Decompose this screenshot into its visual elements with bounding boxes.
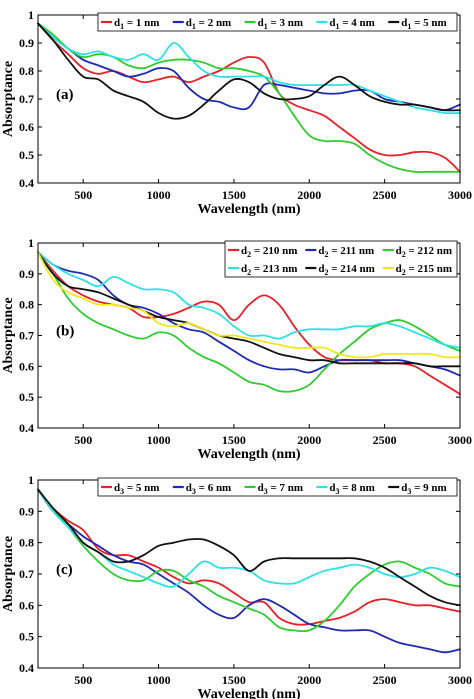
x-axis-label: Wavelength (nm): [197, 687, 300, 699]
y-tick-label: 0.6: [19, 120, 34, 134]
legend-entry: d2 = 210 nm: [241, 245, 297, 259]
x-tick-label: 1500: [222, 433, 246, 447]
legend-entry: d2 = 215 nm: [396, 263, 452, 277]
series-line-1-4: [37, 22, 461, 115]
x-tick-label: 500: [74, 673, 92, 687]
series-line-3-1: [37, 488, 461, 626]
legend-entry: d2 = 214 nm: [318, 263, 374, 277]
y-tick-label: 0.9: [19, 504, 34, 518]
legend-entry: d2 = 211 nm: [318, 245, 374, 259]
series-line-1-3: [37, 22, 461, 173]
legend-entry: d3 = 9 nm: [401, 482, 446, 496]
panel-label: (b): [56, 324, 74, 340]
series-line-1-5: [37, 22, 461, 120]
legend-entry: d3 = 8 nm: [329, 482, 374, 496]
y-tick-label: 0.4: [19, 176, 34, 190]
x-tick-label: 2500: [373, 673, 397, 687]
series-line-2-6: [37, 251, 461, 359]
legend-entry: d3 = 6 nm: [186, 482, 231, 496]
x-tick-label: 1000: [147, 433, 171, 447]
y-tick-label: 0.4: [19, 661, 34, 675]
plot-frame: [37, 479, 461, 669]
y-tick-label: 0.4: [19, 421, 34, 435]
x-tick-label: 3000: [448, 673, 472, 687]
panel-3: 500 1000 1500 2000 2500 3000 0.4 0.5 0.6 0.7 0.8 0.…: [1, 473, 472, 699]
series-line-2-2: [37, 251, 461, 377]
series-line-3-3: [37, 488, 461, 633]
legend-entry: d3 = 5 nm: [114, 482, 159, 496]
panel-label: (a): [56, 87, 74, 103]
panel-label: (c): [56, 562, 73, 578]
plot-frame: [37, 14, 461, 184]
y-axis-label: Absorptance: [1, 297, 16, 373]
y-tick-label: 0.5: [19, 148, 34, 162]
series-line-1-2: [37, 22, 461, 112]
x-tick-label: 2000: [297, 188, 321, 202]
x-tick-label: 3000: [448, 188, 472, 202]
panel-2: 500 1000 1500 2000 2500 3000 0.4 0.5 0.6 0.7 0.8 0.…: [1, 236, 472, 462]
legend-entry: d1 = 1 nm: [114, 17, 159, 31]
x-tick-label: 1500: [222, 673, 246, 687]
y-tick-label: 0.7: [19, 567, 34, 581]
y-tick-label: 0.9: [19, 267, 34, 281]
y-tick-label: 0.6: [19, 598, 34, 612]
series-line-2-3: [37, 251, 461, 393]
y-tick-label: 0.5: [19, 390, 34, 404]
legend-entry: d1 = 4 nm: [329, 17, 374, 31]
legend-box: [224, 240, 458, 278]
x-tick-label: 1000: [147, 188, 171, 202]
x-tick-label: 500: [74, 433, 92, 447]
legend-entry: d2 = 213 nm: [241, 263, 297, 277]
y-tick-label: 1: [28, 236, 34, 250]
legend-entry: d3 = 7 nm: [258, 482, 303, 496]
series-line-3-2: [37, 488, 461, 654]
x-tick-label: 2000: [297, 673, 321, 687]
y-tick-label: 1: [28, 8, 34, 22]
legend-box: [97, 12, 458, 32]
y-tick-label: 0.9: [19, 36, 34, 50]
y-tick-label: 0.7: [19, 329, 34, 343]
y-tick-label: 0.5: [19, 630, 34, 644]
legend-entry: d1 = 3 nm: [258, 17, 303, 31]
y-axis-label: Absorptance: [1, 536, 16, 612]
series-line-1-1: [37, 22, 461, 173]
y-tick-label: 1: [28, 473, 34, 487]
series-line-3-4: [37, 488, 461, 588]
series-line-2-5: [37, 251, 461, 368]
series-line-2-4: [37, 251, 461, 349]
x-tick-label: 500: [74, 188, 92, 202]
x-tick-label: 1500: [222, 188, 246, 202]
x-tick-label: 3000: [448, 433, 472, 447]
y-tick-label: 0.7: [19, 92, 34, 106]
legend-box: [97, 477, 458, 497]
x-axis-label: Wavelength (nm): [197, 447, 300, 462]
legend-entry: d1 = 5 nm: [401, 17, 446, 31]
legend-entry: d2 = 212 nm: [396, 245, 452, 259]
y-axis-label: Absorptance: [1, 61, 16, 137]
panel-1: 500 1000 1500 2000 2500 3000 0.4 0.5 0.6 0.7 0.8 0.…: [1, 8, 472, 217]
series-line-3-5: [37, 488, 461, 607]
y-tick-label: 0.8: [19, 298, 34, 312]
legend-entry: d1 = 2 nm: [186, 17, 231, 31]
x-axis-label: Wavelength (nm): [197, 202, 300, 217]
x-tick-label: 1000: [147, 673, 171, 687]
y-tick-label: 0.8: [19, 536, 34, 550]
y-tick-label: 0.8: [19, 64, 34, 78]
x-tick-label: 2500: [373, 188, 397, 202]
y-tick-label: 0.6: [19, 359, 34, 373]
x-tick-label: 2500: [373, 433, 397, 447]
x-tick-label: 2000: [297, 433, 321, 447]
